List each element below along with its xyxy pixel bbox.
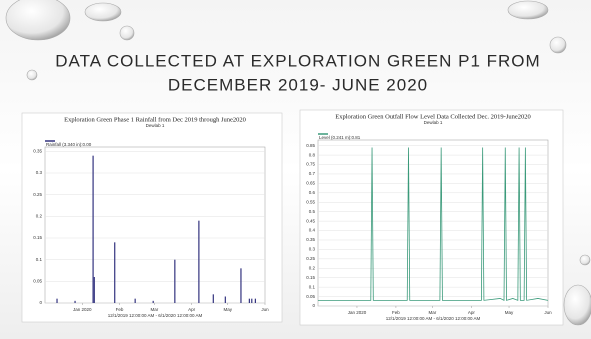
y-tick-label: 0.3	[309, 247, 316, 252]
x-tick-label: May	[223, 307, 232, 312]
bar	[213, 294, 214, 303]
x-tick-label: Jan 2020	[348, 310, 367, 315]
slide: DATA COLLECTED AT EXPLORATION GREEN P1 F…	[0, 0, 591, 339]
y-tick-label: 0.4	[309, 228, 316, 233]
x-tick-label: Feb	[116, 307, 124, 312]
x-tick-label: Feb	[392, 310, 400, 315]
x-tick-label: Apr	[188, 307, 196, 312]
y-tick-label: 0.5	[309, 209, 316, 214]
x-tick-label: Apr	[468, 310, 476, 315]
y-tick-label: 0.15	[306, 275, 315, 280]
y-tick-label: 0.35	[306, 237, 315, 242]
bar	[255, 299, 256, 303]
x-tick-label: Jan 2020	[73, 307, 92, 312]
y-tick-label: 0.55	[306, 199, 315, 204]
bar	[249, 299, 250, 303]
bar	[74, 301, 75, 303]
plot-area	[45, 147, 265, 303]
y-tick-label: 0.05	[306, 294, 315, 299]
y-tick-label: 0.75	[306, 162, 315, 167]
y-tick-label: 0.25	[306, 256, 315, 261]
y-tick-label: 0.85	[306, 143, 315, 148]
bar	[114, 242, 115, 303]
y-tick-label: 0.1	[309, 284, 316, 289]
x-tick-label: May	[505, 310, 514, 315]
y-tick-label: 0.15	[33, 235, 42, 240]
y-tick-label: 0.45	[306, 218, 315, 223]
bar	[56, 299, 57, 303]
y-tick-label: 0.65	[306, 181, 315, 186]
y-tick-label: 0.7	[309, 171, 316, 176]
chart-subtitle: Dewlab 1	[146, 123, 165, 128]
legend-label: Rainfall (3.340 in):0.00	[46, 142, 92, 147]
legend-label: Level (0.241 m):0.81	[319, 135, 361, 140]
y-tick-label: 0.8	[309, 152, 316, 157]
y-tick-label: 0.25	[33, 192, 42, 197]
bar	[174, 260, 175, 303]
y-tick-label: 0.2	[36, 214, 43, 219]
slide-title: DATA COLLECTED AT EXPLORATION GREEN P1 F…	[55, 51, 540, 70]
x-tick-label: Mar	[151, 307, 159, 312]
bar	[240, 268, 241, 303]
bar	[225, 297, 226, 304]
slide-title: DECEMBER 2019- JUNE 2020	[168, 75, 428, 94]
bar	[135, 299, 136, 303]
x-tick-label: Jun	[544, 310, 552, 315]
bar	[92, 156, 93, 303]
bar	[198, 221, 199, 303]
bar	[153, 301, 154, 303]
plot-area	[318, 140, 548, 306]
x-caption: 12/1/2019 12:00:00 AM - 6/1/2020 12:00:0…	[386, 316, 481, 321]
chart-subtitle: Dewlab 1	[424, 120, 443, 125]
y-tick-label: 0.05	[33, 279, 42, 284]
y-tick-label: 0.6	[309, 190, 316, 195]
x-tick-label: Mar	[428, 310, 436, 315]
y-tick-label: 0.3	[36, 170, 43, 175]
y-tick-label: 0.2	[309, 265, 316, 270]
bar	[251, 299, 252, 303]
bar	[94, 277, 95, 303]
y-tick-label: 0.1	[36, 257, 43, 262]
x-caption: 12/1/2019 12:00:00 AM - 6/1/2020 12:00:0…	[108, 313, 203, 318]
y-tick-label: 0.35	[33, 149, 42, 154]
x-tick-label: Jun	[261, 307, 269, 312]
